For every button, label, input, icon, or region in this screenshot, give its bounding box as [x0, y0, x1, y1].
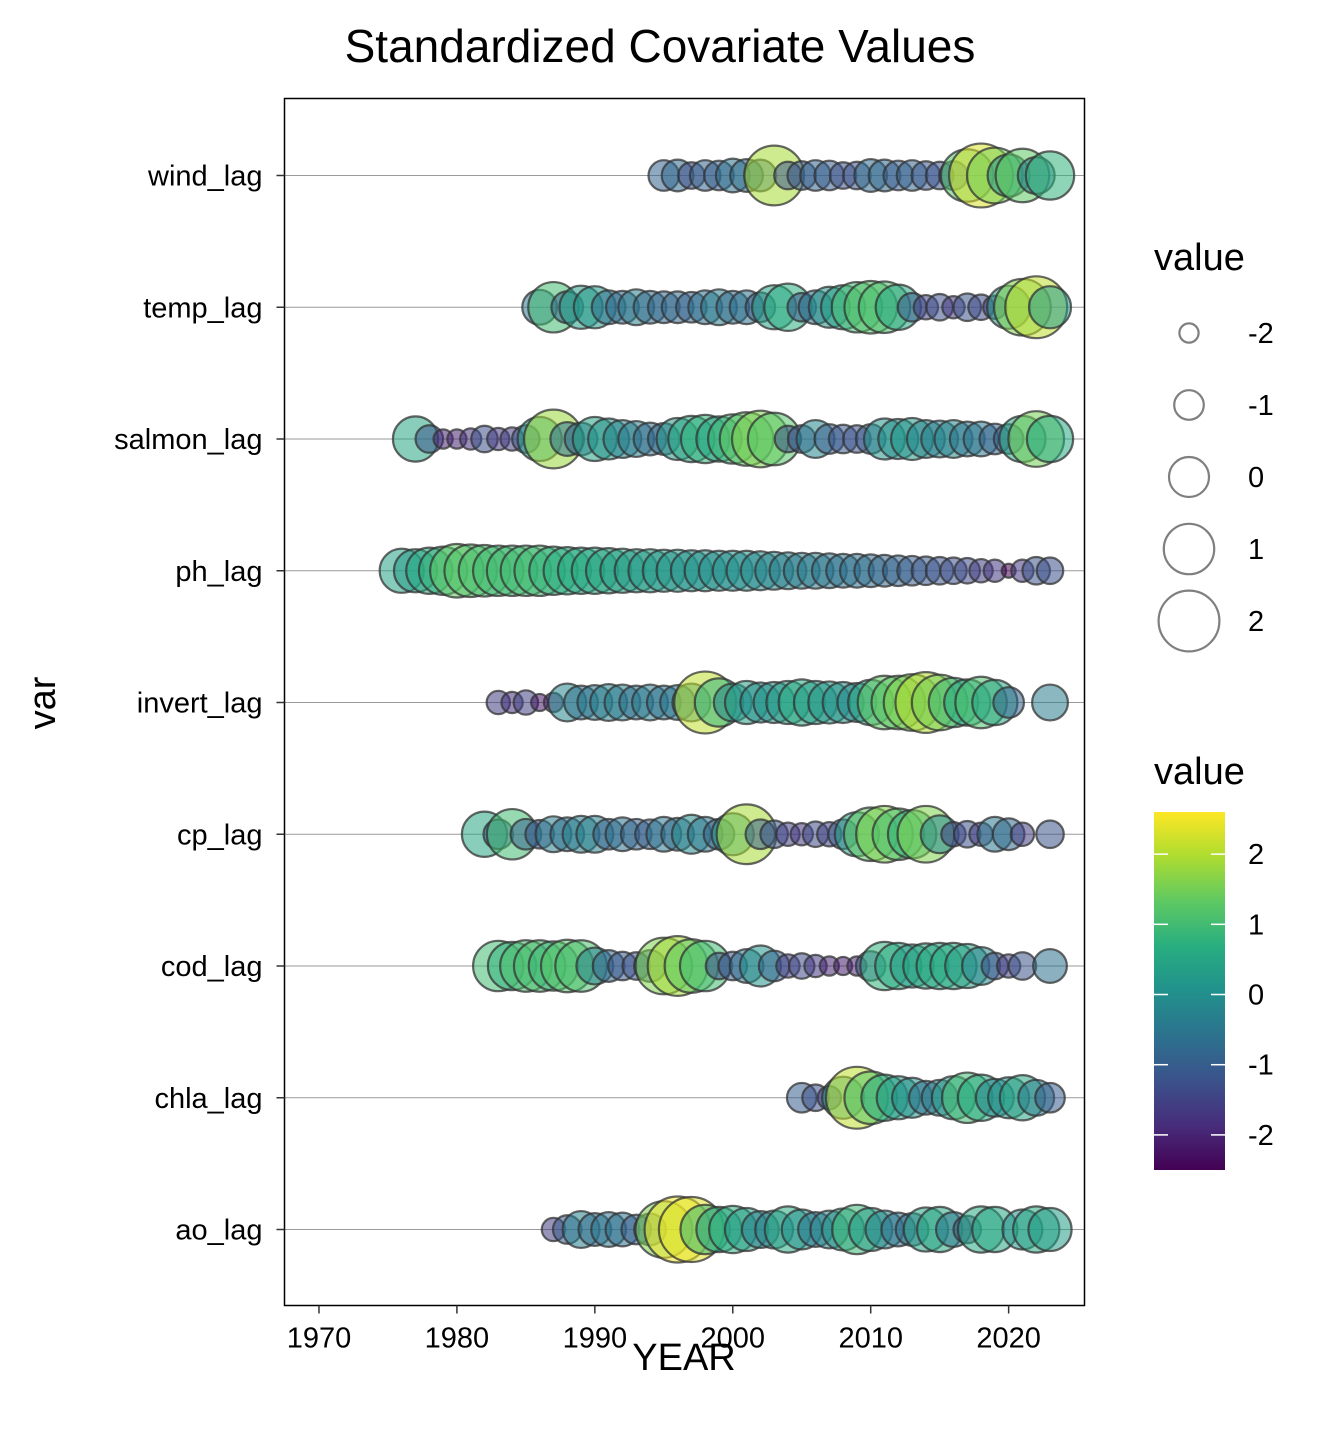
data-point [1027, 285, 1073, 330]
y-tick-label: ph_lag [175, 556, 262, 588]
y-tick-label: wind_lag [147, 161, 262, 193]
data-point [1030, 683, 1070, 722]
size-legend-label: 2 [1248, 606, 1264, 638]
size-legend-key [1178, 322, 1200, 344]
chart-title: Standardized Covariate Values [345, 20, 976, 72]
x-tick-label: 2020 [976, 1323, 1041, 1355]
color-legend-label: 1 [1248, 909, 1264, 941]
size-legend-key [1157, 589, 1221, 653]
data-point [1009, 821, 1036, 848]
data-point [1027, 1206, 1073, 1253]
x-tick-label: 1990 [563, 1323, 628, 1355]
x-tick-label: 1980 [425, 1323, 490, 1355]
y-tick-label: invert_lag [137, 688, 263, 720]
size-legend-key [1167, 455, 1211, 499]
color-legend-label: 2 [1248, 839, 1264, 871]
y-axis: wind_lag temp_lag salmon_lag ph_lag invert_l… [114, 161, 285, 1247]
color-legend-label: 0 [1248, 980, 1264, 1012]
data-point [1025, 414, 1075, 464]
color-legend: 2 1 0 -1 -2 [1154, 839, 1274, 1152]
data-point [992, 686, 1026, 719]
y-tick-label: cod_lag [161, 951, 263, 983]
size-legend-title: value [1154, 237, 1245, 279]
size-legend-label: -1 [1248, 390, 1274, 422]
x-axis: 1970 1980 1990 2000 2010 2020 [287, 1305, 1041, 1355]
size-legend: -2 -1 0 1 2 [1157, 318, 1274, 653]
x-axis-title: YEAR [632, 1337, 735, 1379]
color-legend-label: -2 [1248, 1120, 1274, 1152]
y-tick-label: temp_lag [143, 292, 262, 324]
size-legend-label: -2 [1248, 318, 1274, 350]
size-legend-key [1173, 389, 1205, 421]
color-legend-bar [1154, 812, 1225, 1170]
plot-points [378, 142, 1076, 1264]
x-tick-label: 2000 [701, 1323, 766, 1355]
size-legend-label: 1 [1248, 534, 1264, 566]
size-legend-label: 0 [1248, 462, 1264, 494]
y-tick-label: ao_lag [175, 1215, 262, 1247]
data-point [1035, 819, 1065, 850]
y-tick-label: cp_lag [177, 819, 262, 851]
color-legend-title: value [1154, 751, 1245, 793]
color-legend-label: -1 [1248, 1050, 1274, 1082]
x-tick-label: 2010 [838, 1323, 903, 1355]
data-point [1032, 948, 1068, 984]
data-point [1034, 1081, 1066, 1114]
data-point [1024, 150, 1076, 201]
y-tick-label: chla_lag [154, 1083, 262, 1115]
x-tick-label: 1970 [287, 1323, 352, 1355]
y-tick-label: salmon_lag [114, 424, 262, 456]
y-axis-title: var [22, 676, 64, 729]
size-legend-key [1162, 522, 1216, 576]
data-point [1035, 556, 1065, 586]
